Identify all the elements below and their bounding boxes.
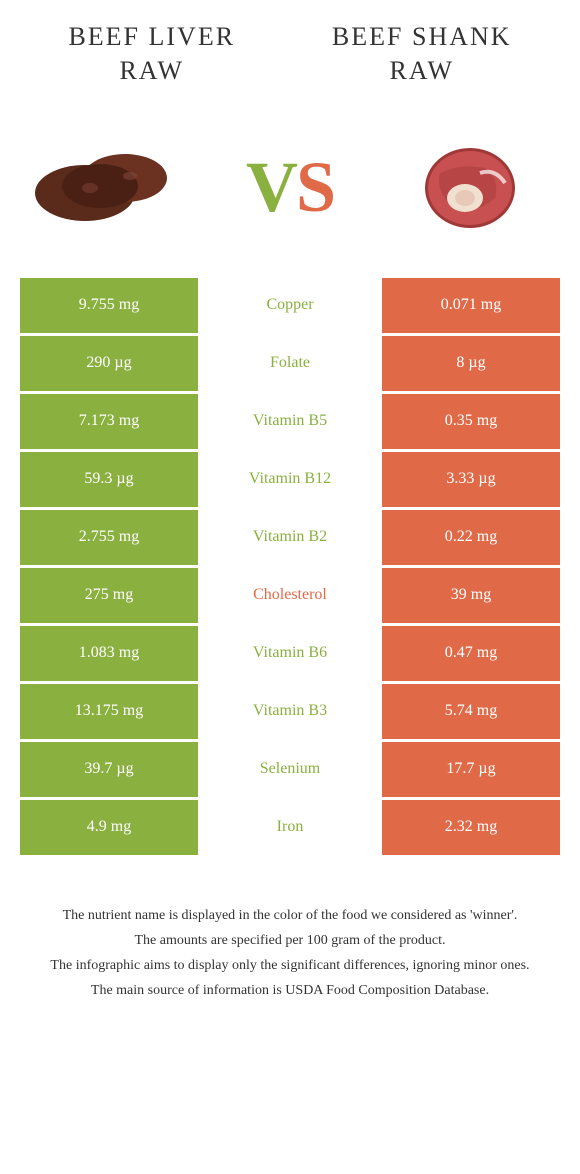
value-right: 3.33 µg [382, 452, 560, 507]
value-right: 5.74 mg [382, 684, 560, 739]
nutrient-label: Vitamin B2 [201, 510, 379, 565]
nutrient-label: Iron [201, 800, 379, 855]
table-row: 7.173 mgVitamin B50.35 mg [20, 394, 560, 449]
footer-line-4: The main source of information is USDA F… [30, 980, 550, 1001]
table-row: 290 µgFolate8 µg [20, 336, 560, 391]
table-row: 1.083 mgVitamin B60.47 mg [20, 626, 560, 681]
title-right-line1: Beef shank [332, 22, 512, 51]
value-left: 2.755 mg [20, 510, 198, 565]
nutrient-label: Vitamin B6 [201, 626, 379, 681]
value-left: 1.083 mg [20, 626, 198, 681]
footer-line-3: The infographic aims to display only the… [30, 955, 550, 976]
vs-section: VS [0, 88, 580, 278]
value-right: 0.35 mg [382, 394, 560, 449]
table-row: 39.7 µgSelenium17.7 µg [20, 742, 560, 797]
header: Beef liver raw Beef shank raw [0, 0, 580, 88]
value-right: 0.47 mg [382, 626, 560, 681]
nutrient-label: Folate [201, 336, 379, 391]
value-left: 7.173 mg [20, 394, 198, 449]
table-row: 2.755 mgVitamin B20.22 mg [20, 510, 560, 565]
nutrient-label: Vitamin B3 [201, 684, 379, 739]
table-row: 4.9 mgIron2.32 mg [20, 800, 560, 855]
value-right: 2.32 mg [382, 800, 560, 855]
footer-line-1: The nutrient name is displayed in the co… [30, 905, 550, 926]
value-left: 275 mg [20, 568, 198, 623]
title-left-line2: raw [119, 56, 184, 85]
title-left: Beef liver raw [68, 20, 235, 88]
value-right: 39 mg [382, 568, 560, 623]
vs-s: S [296, 147, 334, 227]
value-left: 290 µg [20, 336, 198, 391]
table-row: 275 mgCholesterol39 mg [20, 568, 560, 623]
nutrient-table: 9.755 mgCopper0.071 mg290 µgFolate8 µg7.… [20, 278, 560, 855]
value-left: 4.9 mg [20, 800, 198, 855]
nutrient-label: Cholesterol [201, 568, 379, 623]
value-right: 0.071 mg [382, 278, 560, 333]
beef-liver-icon [30, 128, 190, 248]
value-left: 59.3 µg [20, 452, 198, 507]
value-right: 8 µg [382, 336, 560, 391]
title-right-line2: raw [389, 56, 454, 85]
value-right: 17.7 µg [382, 742, 560, 797]
title-right: Beef shank raw [332, 20, 512, 88]
nutrient-label: Selenium [201, 742, 379, 797]
nutrient-label: Copper [201, 278, 379, 333]
vs-v: V [246, 147, 296, 227]
title-left-line1: Beef liver [68, 22, 235, 51]
value-left: 9.755 mg [20, 278, 198, 333]
nutrient-label: Vitamin B12 [201, 452, 379, 507]
vs-label: VS [246, 146, 334, 229]
beef-shank-icon [390, 128, 550, 248]
table-row: 9.755 mgCopper0.071 mg [20, 278, 560, 333]
value-right: 0.22 mg [382, 510, 560, 565]
footer-line-2: The amounts are specified per 100 gram o… [30, 930, 550, 951]
value-left: 39.7 µg [20, 742, 198, 797]
nutrient-label: Vitamin B5 [201, 394, 379, 449]
table-row: 59.3 µgVitamin B123.33 µg [20, 452, 560, 507]
table-row: 13.175 mgVitamin B35.74 mg [20, 684, 560, 739]
value-left: 13.175 mg [20, 684, 198, 739]
footer-notes: The nutrient name is displayed in the co… [0, 905, 580, 1001]
